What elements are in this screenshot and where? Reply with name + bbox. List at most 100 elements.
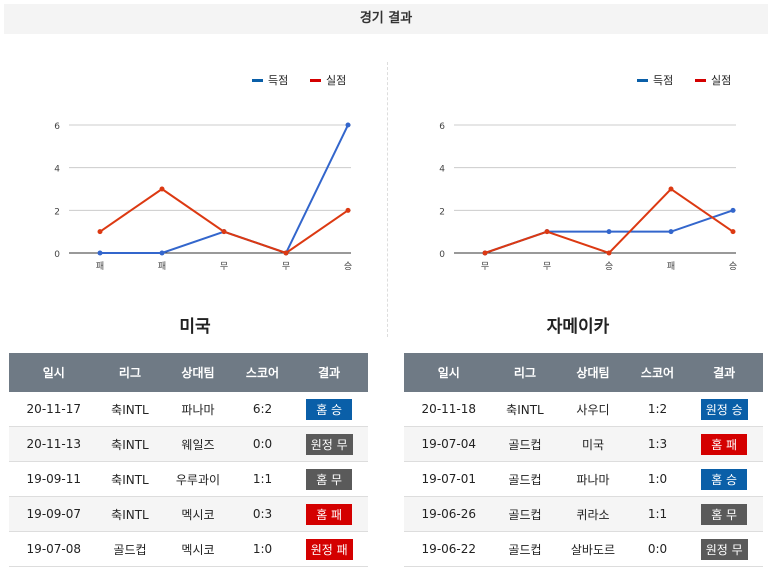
table-row: 19-07-08 골드컵 멕시코 1:0 원정 패 xyxy=(9,531,368,567)
table-row: 19-06-22 골드컵 살바도르 0:0 원정 무 xyxy=(404,531,763,567)
scored-point xyxy=(345,122,351,128)
conceded-point xyxy=(221,229,227,235)
conceded-point xyxy=(345,207,351,213)
legend-label-scored: 득점 xyxy=(268,74,288,87)
y-tick-label: 2 xyxy=(439,207,445,217)
result-badge: 원정 무 xyxy=(700,538,748,560)
date-cell: 19-07-04 xyxy=(404,426,494,462)
y-tick-label: 0 xyxy=(439,250,445,260)
legend-swatch-scored xyxy=(252,79,263,82)
y-tick-label: 4 xyxy=(54,165,60,175)
chart-jamaica: 0 2 4 6 무 무 승 패 승 득점 실점 xyxy=(439,74,737,272)
date-cell: 19-07-08 xyxy=(9,531,99,567)
opponent-cell: 사우디 xyxy=(556,392,630,427)
opponent-cell: 파나마 xyxy=(161,392,235,427)
opponent-cell: 멕시코 xyxy=(161,531,235,567)
x-tick-label: 무 xyxy=(282,261,290,272)
score-cell: 1:0 xyxy=(234,531,291,567)
opponent-cell: 멕시코 xyxy=(161,496,235,532)
league-cell: 골드컵 xyxy=(493,496,557,532)
divider xyxy=(387,62,388,337)
result-badge: 원정 무 xyxy=(305,433,353,455)
table-row: 19-09-11 축INTL 우루과이 1:1 홈 무 xyxy=(9,461,368,497)
x-tick-label: 승 xyxy=(729,261,737,272)
column-header: 결과 xyxy=(685,353,763,392)
result-badge: 원정 승 xyxy=(700,398,748,420)
result-badge: 홈 무 xyxy=(306,468,353,490)
legend-label-scored: 득점 xyxy=(653,74,673,87)
league-cell: 골드컵 xyxy=(493,426,557,462)
date-cell: 20-11-17 xyxy=(9,392,99,427)
conceded-point xyxy=(159,186,165,192)
column-header: 리그 xyxy=(493,353,557,392)
conceded-point xyxy=(283,250,289,256)
league-cell: 축INTL xyxy=(98,426,162,462)
result-cell: 원정 승 xyxy=(685,392,763,427)
table-row: 19-06-26 골드컵 퀴라소 1:1 홈 무 xyxy=(404,496,763,532)
score-cell: 1:1 xyxy=(234,461,291,497)
y-tick-label: 6 xyxy=(54,122,60,132)
conceded-point xyxy=(97,229,103,235)
result-cell: 홈 패 xyxy=(290,496,368,532)
x-tick-label: 패 xyxy=(667,261,675,272)
legend-label-conceded: 실점 xyxy=(326,74,346,87)
column-header: 리그 xyxy=(98,353,162,392)
result-badge: 홈 패 xyxy=(701,433,748,455)
y-tick-label: 6 xyxy=(439,122,445,132)
score-cell: 0:3 xyxy=(234,496,291,532)
legend-swatch-conceded xyxy=(310,79,321,82)
x-tick-label: 승 xyxy=(344,261,352,272)
results-table-jamaica: 일시 리그 상대팀 스코어 결과 20-11-18 축INTL 사우디 1:2 원정 승 19-07… xyxy=(404,353,763,567)
opponent-cell: 웨일즈 xyxy=(161,426,235,462)
league-cell: 축INTL xyxy=(98,392,162,427)
y-tick-label: 4 xyxy=(439,165,445,175)
column-header: 일시 xyxy=(404,353,494,392)
conceded-point xyxy=(668,186,674,192)
result-cell: 원정 무 xyxy=(290,426,368,462)
scored-point xyxy=(159,250,165,256)
result-cell: 홈 무 xyxy=(290,461,368,497)
date-cell: 19-07-01 xyxy=(404,461,494,497)
x-tick-label: 무 xyxy=(220,261,228,272)
conceded-line xyxy=(99,187,349,255)
score-cell: 0:0 xyxy=(629,531,686,567)
legend-swatch-scored xyxy=(637,79,648,82)
column-header: 결과 xyxy=(290,353,368,392)
x-tick-label: 무 xyxy=(481,261,489,272)
x-tick-label: 패 xyxy=(96,261,104,272)
conceded-point xyxy=(544,229,550,235)
column-header: 스코어 xyxy=(629,353,686,392)
x-tick-label: 승 xyxy=(605,261,613,272)
score-cell: 1:0 xyxy=(629,461,686,497)
table-row: 19-07-04 골드컵 미국 1:3 홈 패 xyxy=(404,426,763,462)
score-cell: 1:3 xyxy=(629,426,686,462)
scored-point xyxy=(606,229,612,235)
league-cell: 골드컵 xyxy=(493,531,557,567)
legend-label-conceded: 실점 xyxy=(711,74,731,87)
score-cell: 6:2 xyxy=(234,392,291,427)
result-cell: 원정 무 xyxy=(685,531,763,567)
result-badge: 홈 승 xyxy=(306,398,353,420)
date-cell: 20-11-18 xyxy=(404,392,494,427)
result-badge: 홈 무 xyxy=(701,503,748,525)
column-header: 스코어 xyxy=(234,353,291,392)
opponent-cell: 살바도르 xyxy=(556,531,630,567)
chart-usa: 0 2 4 6 패 패 무 무 승 득점 실점 xyxy=(54,74,352,272)
scored-point xyxy=(97,250,103,256)
result-badge: 홈 승 xyxy=(701,468,748,490)
scored-point xyxy=(668,229,674,235)
result-cell: 홈 패 xyxy=(685,426,763,462)
table-row: 19-07-01 골드컵 파나마 1:0 홈 승 xyxy=(404,461,763,497)
team-name-usa: 미국 xyxy=(179,317,211,337)
opponent-cell: 퀴라소 xyxy=(556,496,630,532)
results-table-usa: 일시 리그 상대팀 스코어 결과 20-11-17 축INTL 파나마 6:2 홈 승 20-11-… xyxy=(9,353,368,567)
x-tick-label: 패 xyxy=(158,261,166,272)
result-cell: 홈 승 xyxy=(685,461,763,497)
table-row: 19-09-07 축INTL 멕시코 0:3 홈 패 xyxy=(9,496,368,532)
result-cell: 원정 패 xyxy=(290,531,368,567)
column-header: 상대팀 xyxy=(556,353,630,392)
column-header: 상대팀 xyxy=(161,353,235,392)
league-cell: 축INTL xyxy=(98,496,162,532)
x-tick-label: 무 xyxy=(543,261,551,272)
table-row: 20-11-18 축INTL 사우디 1:2 원정 승 xyxy=(404,392,763,427)
